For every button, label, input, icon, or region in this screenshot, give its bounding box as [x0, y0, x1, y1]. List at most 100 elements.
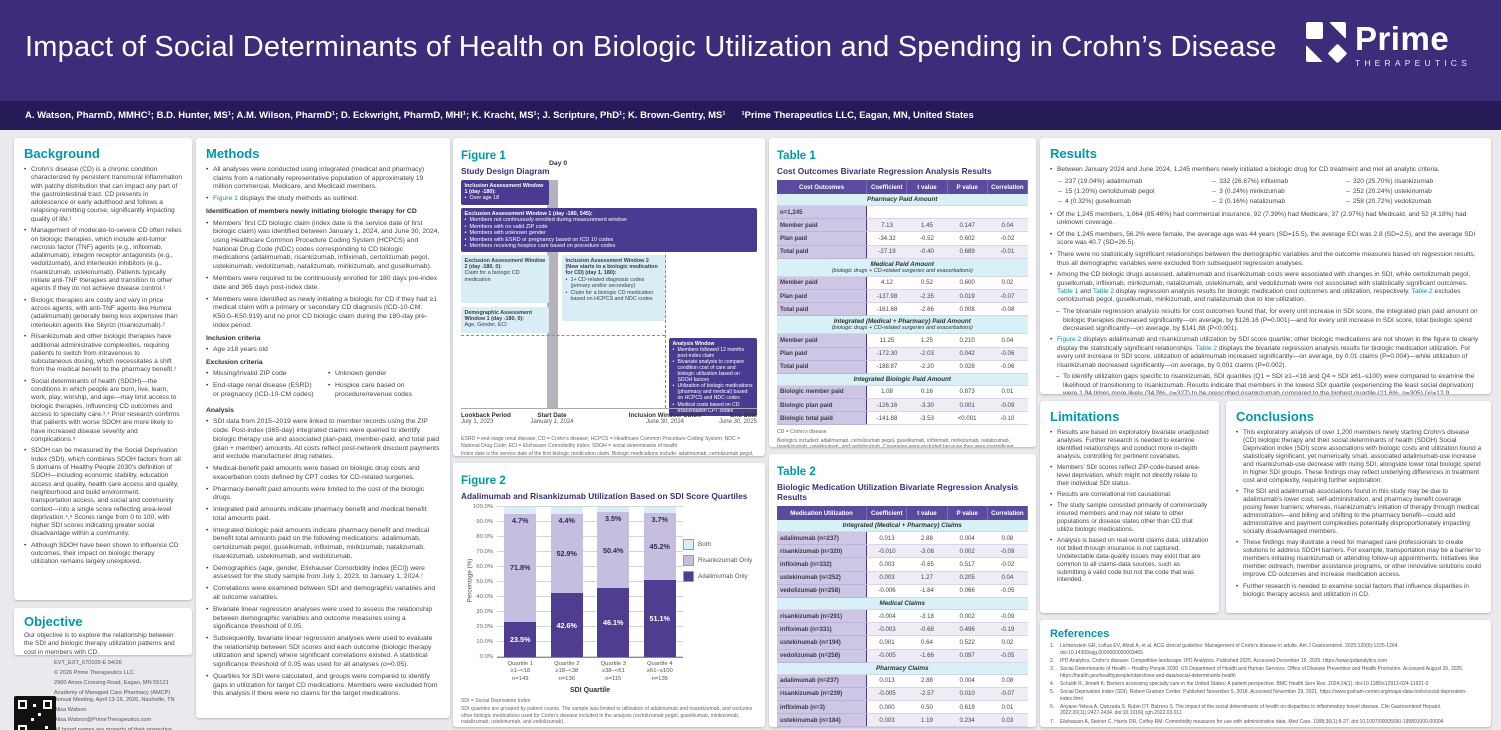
box-exclusion-window-2: Exclusion Assessment Window 2 (day -180,…: [461, 255, 549, 303]
table-row: ustekinumab (n=194) 0.001 0.64 0.522 0.02: [777, 635, 1028, 650]
bullet-item: Demographics (age, gender, Elixhauser Co…: [206, 565, 440, 582]
cell-value: -141.88: [866, 411, 907, 426]
study-design-diagram: Inclusion Assessment Window 1 (day -180)…: [461, 180, 757, 432]
figure2-bars: 23.5% 71.8% 4.7% 42.6% 52.9% 4.4% 46.1% 50.4% 3.…: [497, 507, 683, 657]
list-item: © 2026 Prime Therapeutics LLC: [54, 669, 134, 676]
cell-value: 1.08: [866, 385, 907, 400]
figure2-legend: Both Risankizumab Only Adalimumab Only: [683, 507, 757, 694]
y-tick-label: 80.0%: [476, 534, 493, 540]
stacked-bar: 42.6% 52.9% 4.4%: [550, 507, 583, 657]
list-item: 1+ CD-related diagnosis codes (primary a…: [566, 277, 663, 290]
bullet-item: Pharmacy-benefit paid amounts were limit…: [206, 486, 440, 503]
cell-value: 0.04: [987, 218, 1028, 233]
y-tick-label: 10.0%: [476, 639, 493, 645]
table-section-header: Medical Claims: [777, 597, 1028, 610]
row-label: risankizumab (n=239): [777, 687, 867, 702]
cell-value: 1.19: [906, 713, 948, 727]
cell-value: 0.08: [987, 531, 1028, 546]
bullet-item: All analyses were conducted using integr…: [206, 166, 440, 192]
bar-segment-risankizumab-only: 45.2%: [643, 512, 676, 581]
column-header: Medication Utilization: [777, 506, 868, 520]
brand-name: Prime: [1354, 20, 1450, 57]
list-item: Alisa Watson: [54, 706, 87, 713]
table-section-header: Integrated Biologic Paid Amount: [777, 373, 1028, 386]
table-row: Total paid -161.68 -2.66 0.008 -0.08: [777, 302, 1028, 317]
list-item: Alisa.Watson@PrimeTherapeutics.com: [54, 716, 152, 723]
table1-label: Table 1: [777, 150, 816, 162]
two-column-criteria: Missing/Invalid ZIP code End-stage renal …: [206, 370, 440, 402]
cell-value: 0.019: [947, 289, 988, 304]
cell-value: 0.004: [947, 674, 988, 688]
cell-value: 0.01: [987, 700, 1028, 715]
bullet-item: Further research is needed to examine so…: [1236, 583, 1481, 599]
row-label: Total paid: [777, 245, 867, 259]
timeline-item: Inclusion Window Cutoff June 30, 2024: [628, 412, 702, 426]
subheading: Inclusion criteria: [206, 334, 261, 342]
results-body: Between January 2024 and June 2024, 1,24…: [1050, 166, 1481, 394]
list-item: SDI quartiles are grouped by patient cou…: [461, 706, 753, 726]
cell-value: 0.522: [947, 635, 988, 650]
legend-label: Risankizumab Only: [698, 557, 753, 564]
column-header: P value: [947, 180, 988, 194]
table-row: Plan paid -34.32 -0.52 0.602 -0.02: [777, 231, 1028, 246]
column-header: Coefficient: [866, 506, 908, 520]
bullet-item: Members were identified as newly initiat…: [206, 296, 440, 331]
bullet-item: Biologic therapies are costly and vary i…: [24, 297, 182, 330]
bullet-item: Members’ first CD biologic claim (index …: [206, 220, 440, 272]
box-title: Exclusion Assessment Window 1 (day -180,…: [464, 210, 593, 217]
figure2-y-labels: 0.0% 10.0% 20.0% 30.0% 40.0% 50.0% 60.0% 70.0% 8…: [471, 504, 497, 660]
cell-value: -3.08: [906, 544, 948, 559]
cell-value: -0.65: [906, 557, 948, 572]
subheading: Exclusion criteria: [206, 359, 263, 367]
list-item: Biologics included: adalimumab, certoliz…: [777, 437, 1015, 447]
row-label: infliximab (n=3): [777, 700, 867, 715]
cell-value: 0.000: [866, 700, 907, 715]
x-tick-label: Quartile 1 ≥1–<18 n=149: [507, 661, 534, 682]
row-label: ustekinumab (n=252): [777, 571, 867, 585]
bullet-item: Members were required to be continuously…: [206, 275, 440, 292]
list-item: 258 (20.72%) vedolizumab: [1346, 198, 1481, 207]
list-item: Members with ESRD or pregnancy based on …: [465, 237, 754, 244]
table1-footnotes: CD = Crohn’s disease Biologics included: …: [777, 429, 1028, 447]
brand-subtitle: THERAPEUTICS: [1354, 58, 1471, 68]
legend-label: Both: [698, 541, 711, 548]
bullet-item: Members’ SDI scores reflect ZIP-code-bas…: [1050, 464, 1209, 488]
list-item: Over age 18: [465, 195, 546, 202]
table-row: Total paid -27.19 -0.40 0.689 -0.01: [777, 245, 1028, 259]
cell-value: 0.873: [947, 385, 988, 400]
bullet-item: Of the 1,245 members, 56.2% were female,…: [1050, 231, 1481, 248]
bullet-item: The SDI and adalimumab associations foun…: [1236, 488, 1481, 536]
row-label: Plan paid: [777, 289, 867, 304]
x-tick-label: Quartile 2 ≥18–<38 n=136: [553, 661, 580, 682]
objective-heading: Objective: [24, 614, 83, 629]
list-item: 2 (0.16%) natalizumab: [1212, 198, 1336, 207]
y-tick-label: 0.0%: [479, 654, 493, 660]
cell-value: -0.52: [906, 231, 948, 246]
table-row: ustekinumab (n=184) 0.003 1.19 0.234 0.03: [777, 713, 1028, 727]
row-label: vedolizumab (n=258): [777, 584, 867, 598]
list-item: EVT_EXT_670100-E 04/26: [54, 660, 122, 666]
bullet-item: Integrated paid amounts indicate pharmac…: [206, 506, 440, 523]
cell-value: 0.001: [947, 398, 988, 413]
gridline: [497, 506, 683, 507]
bullet-item: Subsequently, bivariate linear regressio…: [206, 635, 440, 670]
column-header: t value: [906, 180, 948, 194]
table-section-header: Integrated (Medical + Pharmacy) Claims: [777, 520, 1028, 532]
row-label: adalimumab (n=237): [777, 531, 867, 546]
figure2-title: Adalimumab and Risankizumab Utilization …: [461, 491, 748, 501]
figure2-x-labels: Quartile 1 ≥1–<18 n=149 Quartile 2 ≥18–<38 n=…: [497, 661, 683, 683]
cell-value: -2.03: [906, 347, 948, 361]
gridline: [497, 536, 683, 537]
affiliation-text: ¹Prime Therapeutics LLC, Eagan, MN, Unit…: [741, 110, 974, 121]
data-label: 4.7%: [512, 516, 529, 526]
list-item: Schuldt R, Jinnett K. Barriers accessing…: [1050, 680, 1429, 687]
table-row: risankizumab (n=320) -0.010 -3.08 0.002 -0.0…: [777, 544, 1028, 559]
day0-label: Day 0: [549, 160, 568, 167]
gridline: [497, 551, 683, 552]
cell-value: -172.30: [866, 347, 907, 361]
data-label: 23.5%: [510, 634, 531, 644]
header-banner: Impact of Social Determinants of Health …: [0, 0, 1501, 101]
cell-value: -0.003: [866, 622, 907, 637]
cell-value: -2.57: [906, 687, 948, 702]
box-inclusion-window-1: Inclusion Assessment Window 1 (day -180)…: [461, 180, 549, 205]
